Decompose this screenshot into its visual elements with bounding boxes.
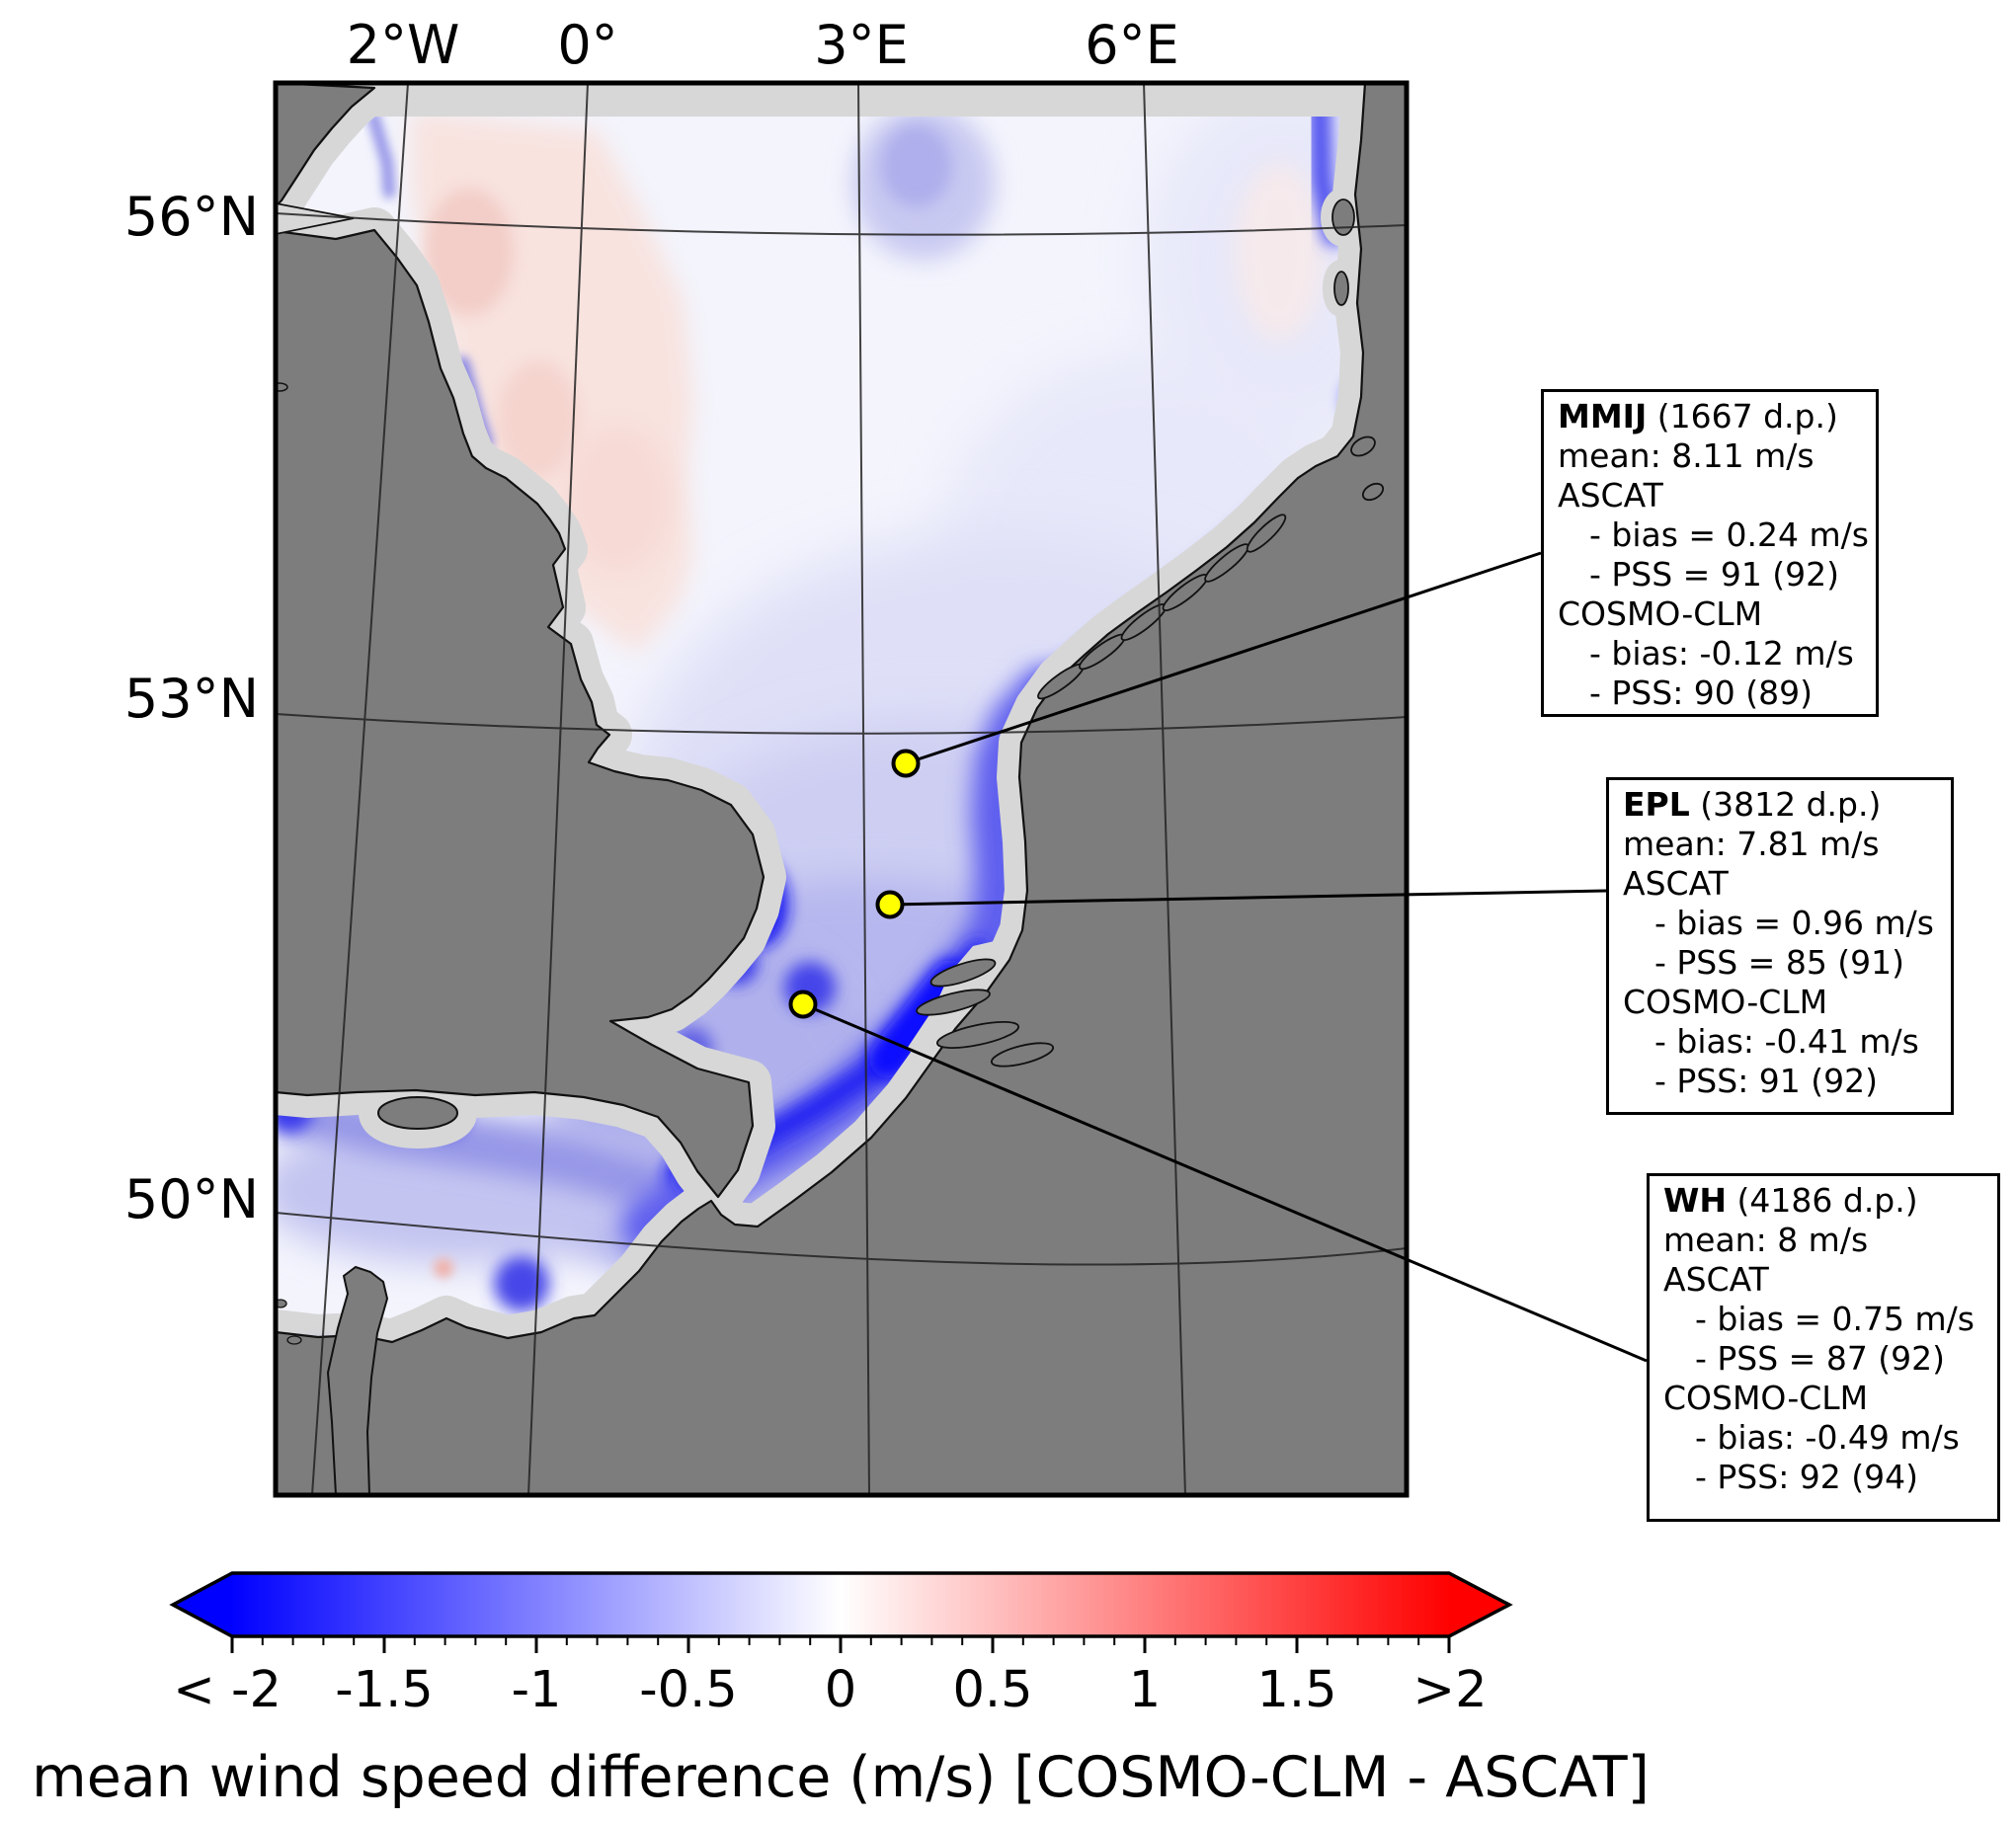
lon-tick-3E: 3°E <box>814 14 909 76</box>
station-name: WH <box>1663 1181 1728 1220</box>
station-name: MMIJ <box>1558 397 1648 436</box>
cosmo-label: COSMO-CLM <box>1623 983 1828 1021</box>
cosmo-pss: - PSS: 92 (94) <box>1695 1458 1919 1496</box>
colorbar-title: mean wind speed difference (m/s) [COSMO-… <box>32 1745 1650 1810</box>
lat-tick-56N: 56°N <box>123 186 259 248</box>
ascat-pss: - PSS = 91 (92) <box>1589 555 1840 594</box>
callout-line-wh <box>802 1002 1648 1363</box>
station-box-mmij: MMIJ (1667 d.p.) mean: 8.11 m/s ASCAT - … <box>1541 389 1879 717</box>
colorbar-gradient <box>232 1573 1449 1636</box>
station-datapoints: (4186 d.p.) <box>1727 1181 1918 1220</box>
ascat-label: ASCAT <box>1663 1260 1769 1299</box>
cbar-tick-neg0p5: -0.5 <box>639 1661 738 1719</box>
parallel-50N <box>276 1212 1407 1266</box>
firth-inlet <box>276 202 355 235</box>
ascat-bias: - bias = 0.75 m/s <box>1695 1300 1975 1338</box>
cbar-tick-0: 0 <box>824 1661 857 1719</box>
cbar-tick-1p5: 1.5 <box>1256 1661 1337 1719</box>
station-mean: mean: 7.81 m/s <box>1623 825 1880 863</box>
cbar-tick-0p5: 0.5 <box>952 1661 1033 1719</box>
coastal-details <box>276 198 1385 1495</box>
colorbar-left-arrow <box>173 1573 232 1636</box>
ascat-pss: - PSS = 87 (92) <box>1695 1339 1946 1378</box>
lon-tick-6E: 6°E <box>1085 14 1179 76</box>
parallel-56N <box>276 212 1407 236</box>
station-datapoints: (3812 d.p.) <box>1689 785 1882 824</box>
cosmo-label: COSMO-CLM <box>1663 1379 1869 1417</box>
callout-lines <box>802 551 1648 1363</box>
cbar-tick-neg1p5: -1.5 <box>335 1661 434 1719</box>
wadden-islands <box>1037 514 1287 700</box>
cbar-tick-neg1: -1 <box>511 1661 562 1719</box>
colorbar-ticks <box>230 1636 1451 1653</box>
station-box-wh: WH (4186 d.p.) mean: 8 m/s ASCAT - bias … <box>1647 1173 2000 1522</box>
ascat-bias: - bias = 0.24 m/s <box>1589 515 1869 554</box>
station-marker-wh <box>788 990 818 1019</box>
callout-line-mmij <box>905 551 1542 765</box>
cosmo-pss: - PSS: 91 (92) <box>1654 1062 1879 1100</box>
ascat-pss: - PSS = 85 (91) <box>1654 943 1905 982</box>
colorbar-right-arrow <box>1449 1573 1509 1636</box>
great-britain-land <box>276 83 766 1199</box>
isle-of-wight <box>377 1096 458 1130</box>
cotentin-peninsula <box>326 1265 389 1495</box>
no-data-top-strip <box>276 83 1407 117</box>
cbar-tick-1: 1 <box>1128 1661 1162 1719</box>
meridian-0 <box>527 83 589 1495</box>
lat-tick-50N: 50°N <box>123 1168 259 1230</box>
station-name: EPL <box>1623 785 1690 824</box>
station-marker-epl <box>875 890 905 919</box>
cosmo-bias: - bias: -0.49 m/s <box>1695 1418 1960 1457</box>
ascat-label: ASCAT <box>1623 864 1729 903</box>
station-datapoints: (1667 d.p.) <box>1647 397 1838 436</box>
cbar-tick-gt2: >2 <box>1412 1661 1488 1719</box>
meridian-6E <box>1143 83 1186 1495</box>
parallel-53N <box>276 713 1407 735</box>
cosmo-bias: - bias: -0.12 m/s <box>1589 634 1854 673</box>
station-header: EPL (3812 d.p.) <box>1623 785 1941 825</box>
lon-tick-0: 0° <box>557 14 618 76</box>
colorbar <box>169 1571 1513 1653</box>
station-mean: mean: 8 m/s <box>1663 1221 1869 1259</box>
frisian-islands <box>1331 198 1385 502</box>
ascat-bias: - bias = 0.96 m/s <box>1654 904 1934 942</box>
cosmo-label: COSMO-CLM <box>1558 594 1763 633</box>
station-box-epl: EPL (3812 d.p.) mean: 7.81 m/s ASCAT - b… <box>1606 777 1954 1115</box>
station-header: MMIJ (1667 d.p.) <box>1558 397 1866 436</box>
cosmo-bias: - bias: -0.41 m/s <box>1654 1022 1919 1061</box>
graticule <box>276 83 1407 1495</box>
cbar-tick-lt-neg2: < -2 <box>173 1661 282 1719</box>
map-area <box>276 83 1407 1495</box>
continental-europe-land <box>276 83 1407 1495</box>
ascat-label: ASCAT <box>1558 476 1663 515</box>
meridian-2W <box>311 83 409 1495</box>
station-mean: mean: 8.11 m/s <box>1558 436 1814 475</box>
station-header: WH (4186 d.p.) <box>1663 1181 1987 1221</box>
station-marker-mmij <box>891 749 921 778</box>
cosmo-pss: - PSS: 90 (89) <box>1589 673 1814 712</box>
map-frame <box>273 80 1410 1498</box>
scheldt-islands <box>916 958 1055 1068</box>
callout-line-epl <box>889 889 1607 907</box>
station-markers <box>788 749 921 1019</box>
lon-tick-2W: 2°W <box>346 14 460 76</box>
lat-tick-53N: 53°N <box>123 668 259 730</box>
land <box>276 83 1407 1495</box>
